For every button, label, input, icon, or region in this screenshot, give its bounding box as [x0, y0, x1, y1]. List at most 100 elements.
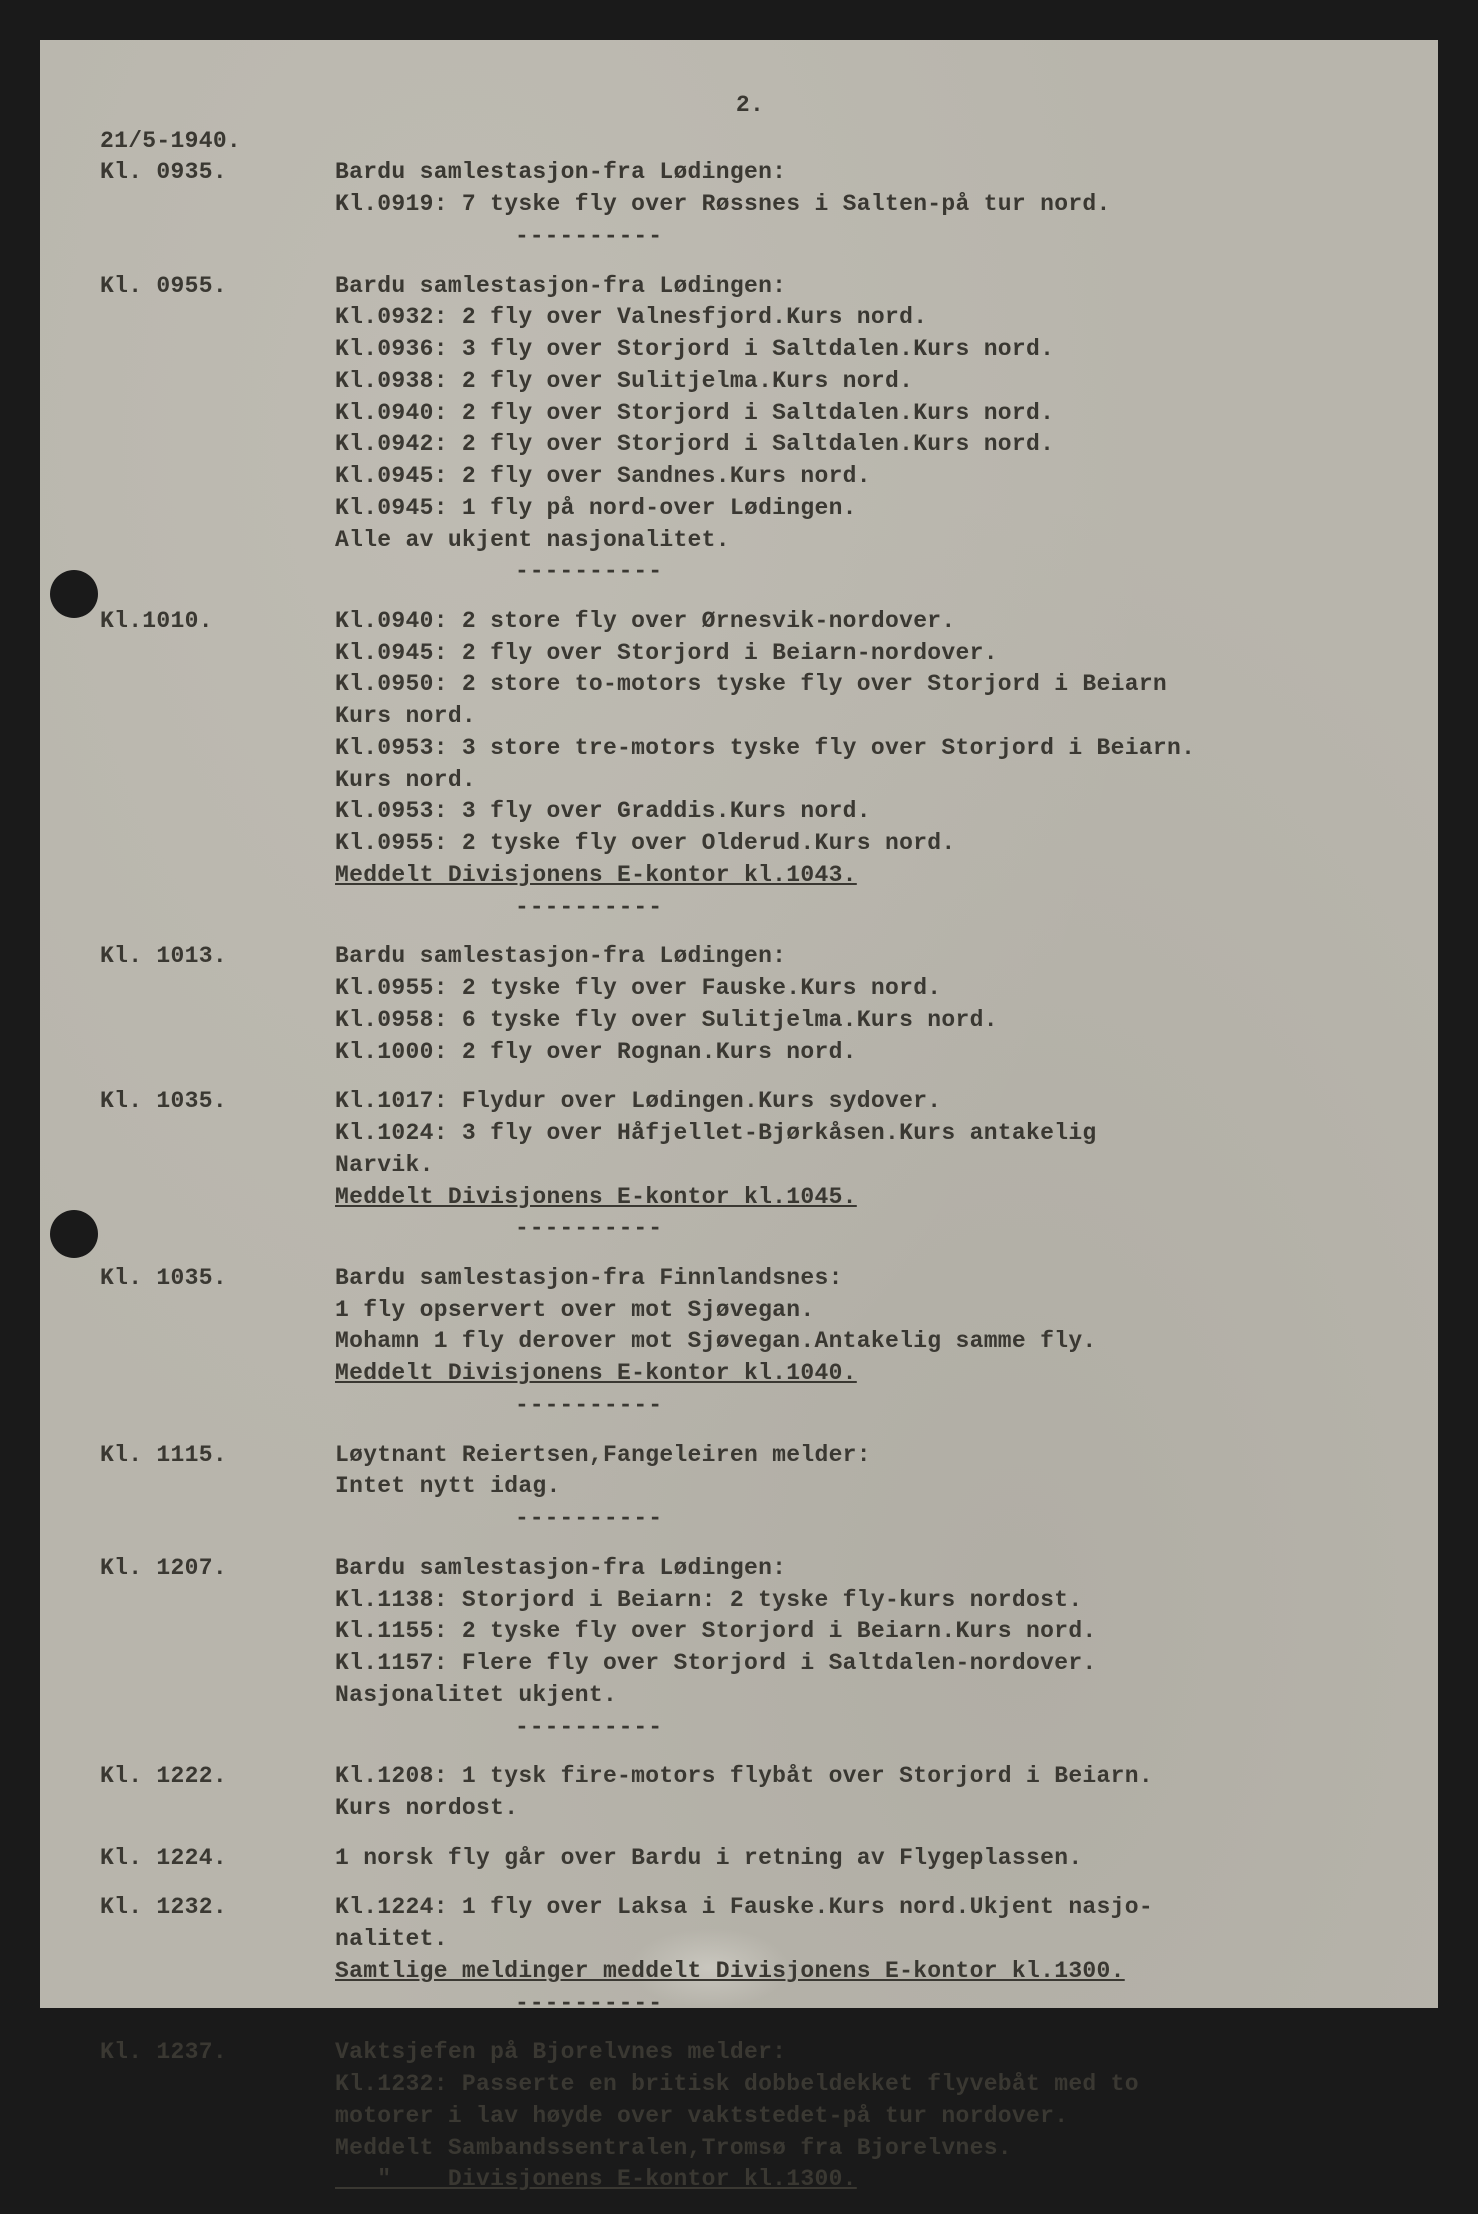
entry-line: Kl.1024: 3 fly over Håfjellet-Bjørkåsen.… — [335, 1118, 1400, 1150]
entry-line: Kl.0955: 2 tyske fly over Olderud.Kurs n… — [335, 828, 1400, 860]
entry-line: Mohamn 1 fly derover mot Sjøvegan.Antake… — [335, 1326, 1400, 1358]
entry-line: Kl.1232: Passerte en britisk dobbeldekke… — [335, 2069, 1400, 2101]
entry-line: Kl.0958: 6 tyske fly over Sulitjelma.Kur… — [335, 1005, 1400, 1037]
entry-body: Vaktsjefen på Bjorelvnes melder:Kl.1232:… — [335, 2037, 1400, 2196]
entry-line: Kl.0940: 2 fly over Storjord i Saltdalen… — [335, 398, 1400, 430]
entry-line: Kl.0950: 2 store to-motors tyske fly ove… — [335, 669, 1400, 701]
log-entry: Kl. 1237.Vaktsjefen på Bjorelvnes melder… — [100, 2037, 1400, 2196]
entry-line: Kurs nord. — [335, 765, 1400, 797]
entry-line: Kl.1017: Flydur over Lødingen.Kurs sydov… — [335, 1086, 1400, 1118]
entry-time: Kl. 0935. — [100, 157, 335, 252]
entry-time: Kl. 1013. — [100, 941, 335, 1068]
entry-time: Kl. 1207. — [100, 1553, 335, 1743]
entry-line: Kl.0938: 2 fly over Sulitjelma.Kurs nord… — [335, 366, 1400, 398]
entry-line: Kl.0953: 3 store tre-motors tyske fly ov… — [335, 733, 1400, 765]
entry-body: Bardu samlestasjon-fra Lødingen:Kl.1138:… — [335, 1553, 1400, 1743]
entry-body: Kl.1017: Flydur over Lødingen.Kurs sydov… — [335, 1086, 1400, 1245]
entry-line: Løytnant Reiertsen,Fangeleiren melder: — [335, 1440, 1400, 1472]
entry-body: 1 norsk fly går over Bardu i retning av … — [335, 1843, 1400, 1875]
entry-line: Kurs nord. — [335, 701, 1400, 733]
entry-time: Kl. 0955. — [100, 271, 335, 588]
entry-line: Kl.1208: 1 tysk fire-motors flybåt over … — [335, 1761, 1400, 1793]
page-content: 2. 21/5-1940. Kl. 0935.Bardu samlestasjo… — [100, 90, 1400, 2214]
entry-time: Kl. 1224. — [100, 1843, 335, 1875]
separator: ---------- — [515, 221, 1400, 253]
entry-line: Meddelt Divisjonens E-kontor kl.1045. — [335, 1182, 1400, 1214]
entry-line: Bardu samlestasjon-fra Lødingen: — [335, 157, 1400, 189]
log-entry: Kl. 0935.Bardu samlestasjon-fra Lødingen… — [100, 157, 1400, 252]
entry-line: Kl.1138: Storjord i Beiarn: 2 tyske fly-… — [335, 1585, 1400, 1617]
entry-line: Bardu samlestasjon-fra Lødingen: — [335, 1553, 1400, 1585]
separator: ---------- — [515, 1712, 1400, 1744]
entry-time: Kl. 1035. — [100, 1263, 335, 1422]
entry-body: Bardu samlestasjon-fra Lødingen:Kl.0955:… — [335, 941, 1400, 1068]
entry-line: nalitet. — [335, 1924, 1400, 1956]
log-entry: Kl. 1224.1 norsk fly går over Bardu i re… — [100, 1843, 1400, 1875]
entry-body: Bardu samlestasjon-fra Lødingen:Kl.0932:… — [335, 271, 1400, 588]
entry-line: Kl.0945: 1 fly på nord-over Lødingen. — [335, 493, 1400, 525]
entry-body: Bardu samlestasjon-fra Finnlandsnes:1 fl… — [335, 1263, 1400, 1422]
entry-body: Bardu samlestasjon-fra Lødingen:Kl.0919:… — [335, 157, 1400, 252]
entry-line: Bardu samlestasjon-fra Lødingen: — [335, 271, 1400, 303]
entry-line: Kl.1157: Flere fly over Storjord i Saltd… — [335, 1648, 1400, 1680]
entry-body: Kl.1208: 1 tysk fire-motors flybåt over … — [335, 1761, 1400, 1824]
header-date: 21/5-1940. — [100, 126, 1400, 158]
log-entry: Kl. 0955.Bardu samlestasjon-fra Lødingen… — [100, 271, 1400, 588]
punch-hole — [50, 1210, 98, 1258]
entry-line: 1 fly opservert over mot Sjøvegan. — [335, 1295, 1400, 1327]
entry-line: " Divisjonens E-kontor kl.1300. — [335, 2164, 1400, 2196]
log-entry: Kl. 1035.Bardu samlestasjon-fra Finnland… — [100, 1263, 1400, 1422]
entry-body: Kl.1224: 1 fly over Laksa i Fauske.Kurs … — [335, 1892, 1400, 2019]
entry-line: Vaktsjefen på Bjorelvnes melder: — [335, 2037, 1400, 2069]
entry-time: Kl. 1035. — [100, 1086, 335, 1245]
separator: ---------- — [515, 1213, 1400, 1245]
entry-line: Alle av ukjent nasjonalitet. — [335, 525, 1400, 557]
entry-line: Kl.0936: 3 fly over Storjord i Saltdalen… — [335, 334, 1400, 366]
entry-body: Løytnant Reiertsen,Fangeleiren melder:In… — [335, 1440, 1400, 1535]
log-entry: Kl. 1035.Kl.1017: Flydur over Lødingen.K… — [100, 1086, 1400, 1245]
entry-time: Kl.1010. — [100, 606, 335, 923]
entry-line: Meddelt Sambandssentralen,Tromsø fra Bjo… — [335, 2133, 1400, 2165]
log-entry: Kl. 1222.Kl.1208: 1 tysk fire-motors fly… — [100, 1761, 1400, 1824]
entry-line: Kl.0932: 2 fly over Valnesfjord.Kurs nor… — [335, 302, 1400, 334]
entry-line: motorer i lav høyde over vaktstedet-på t… — [335, 2101, 1400, 2133]
page-number: 2. — [100, 90, 1400, 122]
entry-line: Bardu samlestasjon-fra Lødingen: — [335, 941, 1400, 973]
log-entry: Kl.1010.Kl.0940: 2 store fly over Ørnesv… — [100, 606, 1400, 923]
log-entry: Kl. 1207.Bardu samlestasjon-fra Lødingen… — [100, 1553, 1400, 1743]
log-entry: Kl. 1232.Kl.1224: 1 fly over Laksa i Fau… — [100, 1892, 1400, 2019]
entry-time: Kl. 1115. — [100, 1440, 335, 1535]
entry-line: Narvik. — [335, 1150, 1400, 1182]
entry-line: 1 norsk fly går over Bardu i retning av … — [335, 1843, 1400, 1875]
entry-line: Kl.1155: 2 tyske fly over Storjord i Bei… — [335, 1616, 1400, 1648]
entry-line: Samtlige meldinger meddelt Divisjonens E… — [335, 1956, 1400, 1988]
separator: ---------- — [515, 1988, 1400, 2020]
entry-line: Nasjonalitet ukjent. — [335, 1680, 1400, 1712]
entry-line: Kl.0955: 2 tyske fly over Fauske.Kurs no… — [335, 973, 1400, 1005]
document-page: 2. 21/5-1940. Kl. 0935.Bardu samlestasjo… — [40, 40, 1438, 2008]
entry-line: Meddelt Divisjonens E-kontor kl.1040. — [335, 1358, 1400, 1390]
entry-line: Kurs nordost. — [335, 1793, 1400, 1825]
punch-hole — [50, 570, 98, 618]
separator: ---------- — [515, 1503, 1400, 1535]
log-entry: Kl. 1115.Løytnant Reiertsen,Fangeleiren … — [100, 1440, 1400, 1535]
entry-time: Kl. 1222. — [100, 1761, 335, 1824]
entry-line: Kl.0940: 2 store fly over Ørnesvik-nordo… — [335, 606, 1400, 638]
separator: ---------- — [515, 556, 1400, 588]
entry-line: Kl.0942: 2 fly over Storjord i Saltdalen… — [335, 429, 1400, 461]
entry-line: Kl.1224: 1 fly over Laksa i Fauske.Kurs … — [335, 1892, 1400, 1924]
entry-line: Intet nytt idag. — [335, 1471, 1400, 1503]
entry-line: Kl.0945: 2 fly over Sandnes.Kurs nord. — [335, 461, 1400, 493]
entry-line: Kl.1000: 2 fly over Rognan.Kurs nord. — [335, 1037, 1400, 1069]
entry-line: Kl.0953: 3 fly over Graddis.Kurs nord. — [335, 796, 1400, 828]
log-entry: Kl. 1013.Bardu samlestasjon-fra Lødingen… — [100, 941, 1400, 1068]
entry-time: Kl. 1237. — [100, 2037, 335, 2196]
entry-line: Bardu samlestasjon-fra Finnlandsnes: — [335, 1263, 1400, 1295]
separator: ---------- — [515, 1390, 1400, 1422]
entry-line: Kl.0945: 2 fly over Storjord i Beiarn-no… — [335, 638, 1400, 670]
entry-line: Meddelt Divisjonens E-kontor kl.1043. — [335, 860, 1400, 892]
entry-body: Kl.0940: 2 store fly over Ørnesvik-nordo… — [335, 606, 1400, 923]
entry-time: Kl. 1232. — [100, 1892, 335, 2019]
entry-line: Kl.0919: 7 tyske fly over Røssnes i Salt… — [335, 189, 1400, 221]
separator: ---------- — [515, 892, 1400, 924]
